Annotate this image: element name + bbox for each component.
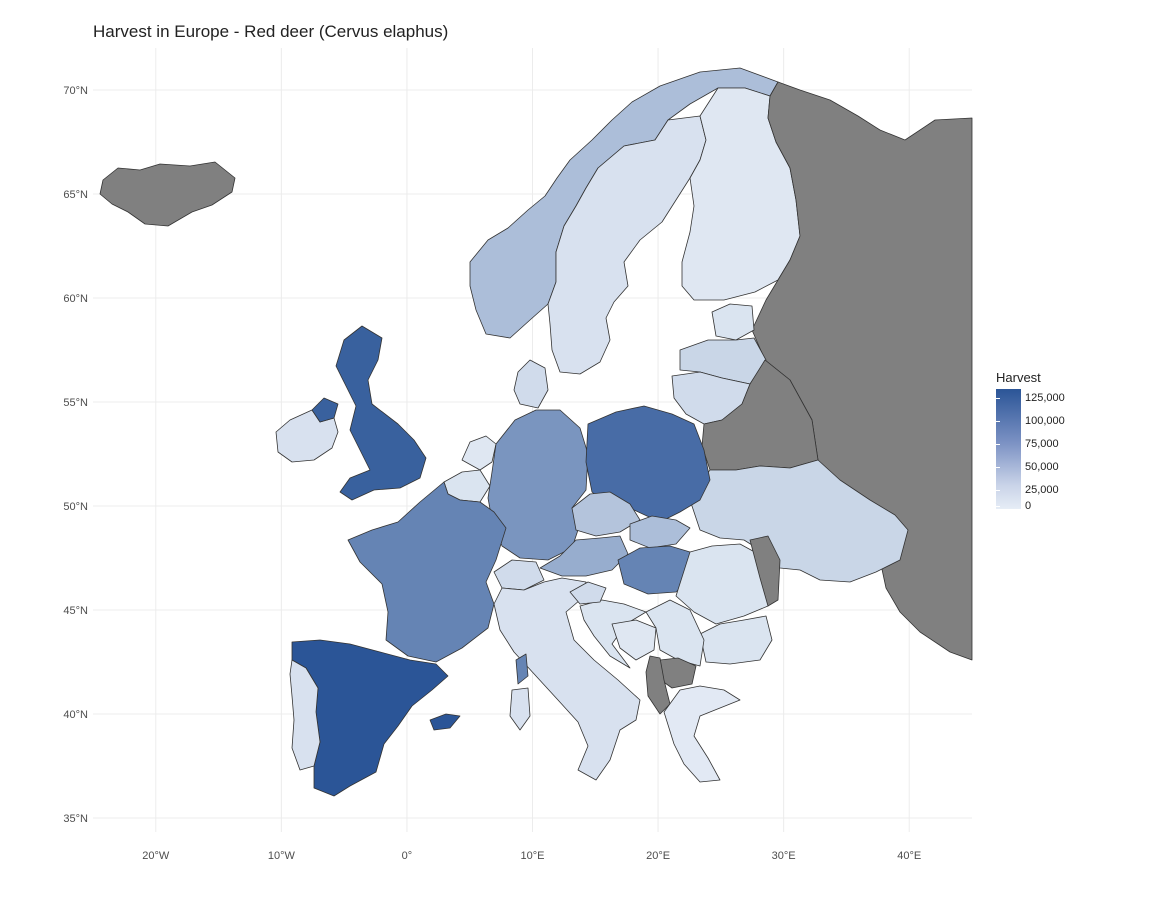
- country-italy: [493, 577, 641, 781]
- legend-tick-mark: [996, 506, 1000, 507]
- lat-tick-label: 50°N: [63, 501, 88, 513]
- country-shapes: [99, 67, 973, 797]
- country-norway: [469, 67, 779, 339]
- legend-tick-label: 75,000: [1025, 437, 1059, 450]
- lat-tick-label: 70°N: [63, 85, 88, 97]
- country-portugal: [289, 659, 321, 771]
- country-united-kingdom: [335, 325, 427, 501]
- country-balearic: [429, 713, 461, 731]
- axis-labels: 70°N 65°N 60°N 55°N 50°N 45°N 40°N 35°N 20°W 10°W…: [63, 85, 921, 862]
- lat-tick-label: 55°N: [63, 397, 88, 409]
- country-bosnia: [611, 619, 657, 661]
- country-austria: [539, 535, 629, 577]
- lat-tick-label: 60°N: [63, 293, 88, 305]
- lat-tick-label: 65°N: [63, 189, 88, 201]
- lon-tick-label: 20°E: [646, 850, 670, 862]
- country-estonia: [711, 303, 755, 341]
- legend-tick-label: 125,000: [1025, 391, 1065, 404]
- legend-tick-label: 25,000: [1025, 483, 1059, 496]
- lon-tick-label: 0°: [402, 850, 413, 862]
- country-serbia: [645, 599, 705, 667]
- legend-tick-label: 100,000: [1025, 414, 1065, 427]
- country-sardinia: [509, 687, 531, 731]
- country-moldova: [749, 535, 781, 607]
- country-northern-ireland: [311, 397, 339, 423]
- country-denmark: [513, 359, 549, 409]
- legend-tick-mark: [996, 397, 1000, 399]
- lon-tick-label: 40°E: [897, 850, 921, 862]
- country-france: [347, 481, 507, 663]
- lon-tick-label: 20°W: [142, 850, 170, 862]
- country-corsica: [515, 653, 529, 685]
- legend-color-bar: [996, 389, 1021, 509]
- legend-tick-mark: [996, 466, 1000, 468]
- legend: Harvest 125,000 100,000 75,000 50,000 25,000…: [996, 370, 1091, 512]
- country-iceland: [99, 161, 236, 227]
- lon-tick-label: 30°E: [772, 850, 796, 862]
- country-slovenia: [569, 581, 607, 605]
- lon-tick-label: 10°W: [268, 850, 296, 862]
- legend-tick-label: 0: [1025, 500, 1032, 512]
- lon-tick-label: 10°E: [521, 850, 545, 862]
- legend-tick-mark: [996, 489, 1000, 491]
- map-title: Harvest in Europe - Red deer (Cervus ela…: [93, 22, 449, 41]
- country-netherlands: [461, 435, 497, 471]
- legend-tick-mark: [996, 443, 1000, 445]
- country-albania: [645, 655, 671, 715]
- country-croatia: [579, 599, 647, 669]
- legend-title: Harvest: [996, 370, 1041, 385]
- legend-tick-label: 50,000: [1025, 460, 1059, 473]
- legend-tick-mark: [996, 420, 1000, 422]
- lat-tick-label: 40°N: [63, 709, 88, 721]
- country-greece: [663, 685, 741, 783]
- country-slovakia: [629, 515, 691, 549]
- legend-tick-labels: 125,000 100,000 75,000 50,000 25,000 0: [1021, 389, 1091, 512]
- country-ireland: [275, 409, 339, 463]
- country-sweden: [547, 115, 707, 375]
- lat-tick-label: 45°N: [63, 605, 88, 617]
- country-bulgaria: [699, 615, 773, 665]
- lat-tick-label: 35°N: [63, 813, 88, 825]
